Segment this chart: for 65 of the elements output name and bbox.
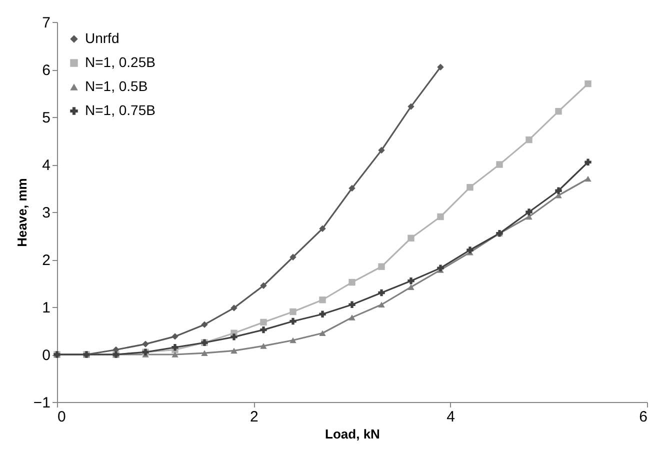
y-tick-label: 2 <box>42 252 50 269</box>
point <box>172 344 178 351</box>
point <box>555 187 562 194</box>
point <box>408 284 414 290</box>
point <box>348 184 356 192</box>
y-tick-label: 0 <box>42 347 50 364</box>
point <box>408 103 414 110</box>
point <box>348 314 356 320</box>
point <box>526 208 532 216</box>
y-tick-label: 6 <box>42 62 50 79</box>
point <box>408 234 414 242</box>
x-tick-label: 6 <box>639 408 648 426</box>
point <box>348 301 356 308</box>
point <box>290 318 296 325</box>
point <box>260 318 267 326</box>
y-tick-label: 5 <box>42 110 50 126</box>
legend-label: N=1, 0.75B <box>85 102 156 118</box>
point <box>378 289 385 296</box>
point <box>230 348 238 354</box>
point <box>290 254 296 260</box>
point <box>378 146 385 154</box>
point <box>348 278 356 286</box>
point <box>290 337 296 344</box>
point <box>201 321 208 328</box>
point <box>437 213 444 220</box>
point <box>172 352 178 358</box>
point <box>260 343 267 349</box>
legend-label: N=1, 0.5B <box>85 78 148 94</box>
x-tick-label: 4 <box>446 408 456 426</box>
point <box>408 278 414 284</box>
point <box>526 136 532 144</box>
legend-label: N=1, 0.25B <box>85 54 156 70</box>
y-axis-title: Heave, mm <box>14 178 30 247</box>
point <box>437 264 444 272</box>
point <box>378 263 385 270</box>
point <box>584 158 592 166</box>
y-tick-label: 4 <box>42 157 50 174</box>
x-tick-label: 0 <box>58 408 66 426</box>
legend-label: Unrfd <box>85 30 120 46</box>
point <box>584 80 592 88</box>
point <box>290 308 296 316</box>
point <box>496 161 503 168</box>
point <box>319 296 326 304</box>
point <box>555 108 562 115</box>
point <box>319 310 326 318</box>
x-axis-title: Load, kN <box>325 426 380 442</box>
point <box>319 330 326 336</box>
point <box>260 326 267 334</box>
point <box>260 282 267 289</box>
point <box>201 350 208 356</box>
point <box>378 302 385 308</box>
point <box>466 246 474 254</box>
point <box>584 176 592 182</box>
point <box>437 64 444 70</box>
y-tick-label: −1 <box>33 394 50 412</box>
y-tick-label: 1 <box>42 300 50 316</box>
y-tick-label: 7 <box>42 14 50 32</box>
point <box>142 340 149 348</box>
point <box>230 304 238 312</box>
point <box>319 225 326 232</box>
x-tick-label: 2 <box>250 408 258 426</box>
point <box>230 334 238 340</box>
y-tick-label: 3 <box>42 204 50 222</box>
point <box>466 184 474 191</box>
point <box>172 333 178 340</box>
